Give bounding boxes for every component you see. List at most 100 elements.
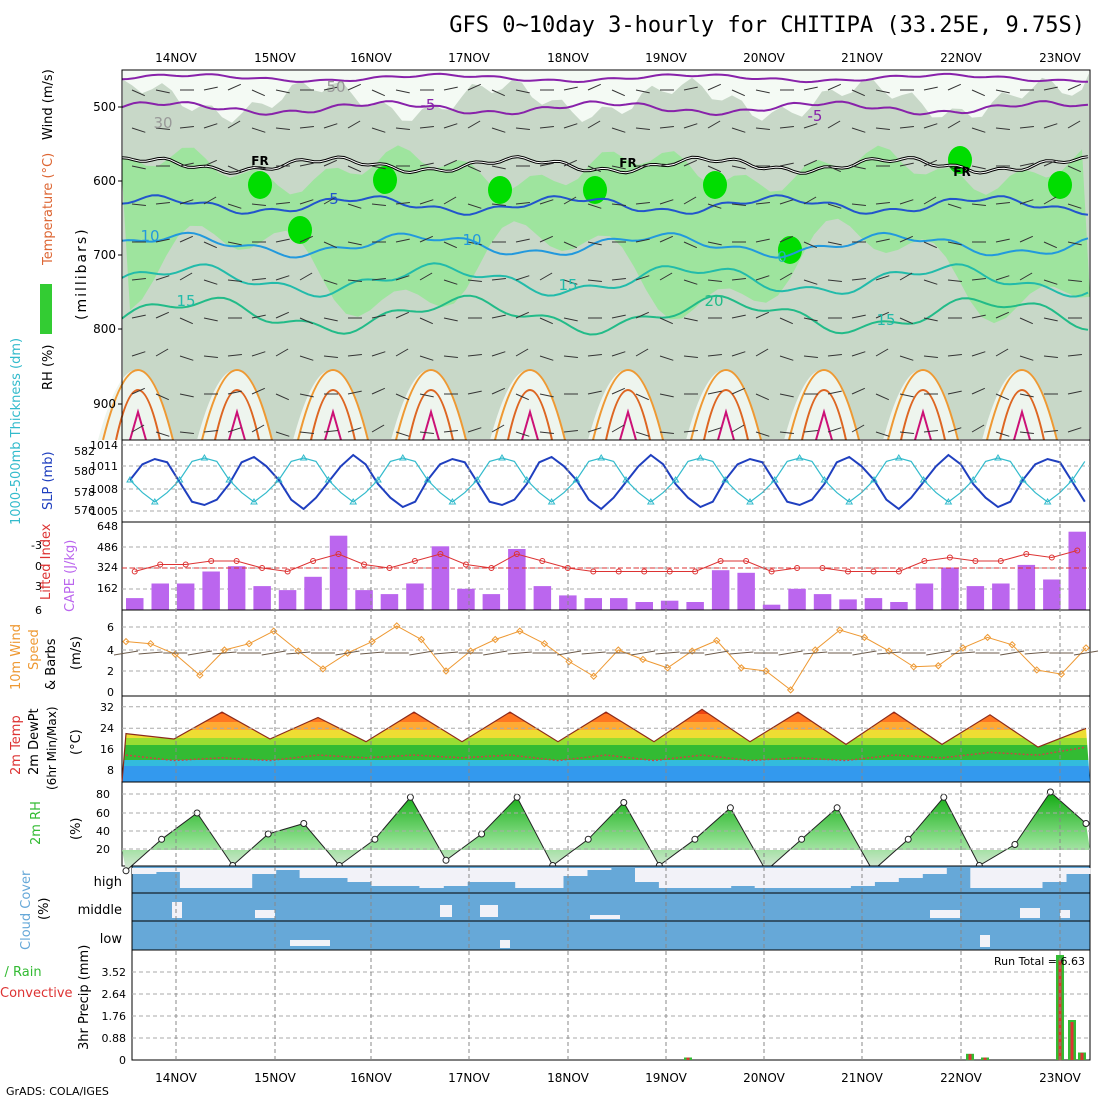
- cloud-high-block: [850, 868, 875, 886]
- cloud-high-block: [994, 868, 1019, 888]
- temp-units-label: (°C): [69, 729, 84, 755]
- wind-barb: [371, 165, 386, 170]
- temp-contour-30: [507, 389, 553, 441]
- wind-barb: [683, 430, 698, 433]
- wind-barb: [395, 127, 410, 130]
- contour-label: 50: [326, 78, 345, 96]
- wind-barb: [275, 89, 290, 94]
- wind-barb: [683, 241, 698, 249]
- temp-contour-30: [115, 389, 161, 441]
- wind-barb: [275, 127, 290, 130]
- wind-barb: [275, 348, 289, 357]
- lifted-index-point: [895, 568, 902, 575]
- wind-barb: [371, 351, 386, 357]
- bottom-date-label: 18NOV: [547, 1071, 589, 1085]
- contour-label: FR: [251, 154, 268, 168]
- wind-speed-point: [786, 686, 795, 694]
- wind-barb: [395, 238, 410, 243]
- thickness-marker: [671, 476, 680, 483]
- pressure-tick: 900: [93, 397, 116, 411]
- wind-barb: [299, 431, 314, 434]
- wind-barb: [515, 275, 530, 281]
- wind-barb: [1067, 241, 1082, 246]
- wind-barb: [995, 348, 1009, 357]
- wind-barb: [947, 120, 961, 129]
- lifted-index-point: [437, 551, 444, 557]
- contour-label: 0: [777, 248, 787, 266]
- temp-tick: 32: [100, 701, 114, 714]
- wind-barb: [875, 275, 890, 281]
- wind-barb: [659, 272, 673, 281]
- lifted-index-point: [666, 568, 673, 575]
- wind-barb: [419, 355, 434, 361]
- wind-barb: [203, 241, 218, 249]
- wind-barb: [755, 431, 770, 437]
- rh-point: [798, 835, 806, 843]
- rh-point: [691, 835, 699, 843]
- wind-barb: [659, 317, 674, 325]
- bottom-date-label: 19NOV: [645, 1071, 687, 1085]
- lifted-index-point: [717, 558, 724, 564]
- cloud-panel-frame: [131, 865, 1091, 951]
- wind-speed-point: [146, 639, 155, 648]
- date-gridlines: [175, 440, 1061, 1060]
- wind-barb-10m: [433, 651, 459, 655]
- rh-tick: 40: [96, 825, 110, 838]
- wind-barb: [611, 278, 626, 281]
- wind-barb: [131, 351, 146, 357]
- wind-barb: [227, 241, 242, 246]
- wind-barb: [467, 279, 482, 282]
- rh-units-label: (%): [69, 818, 84, 841]
- wind-barb: [1019, 355, 1034, 361]
- temp-contour-35: [815, 408, 833, 441]
- cape-bar: [278, 590, 297, 610]
- lifted-index-point: [1023, 551, 1030, 557]
- thickness-marker: [374, 476, 382, 483]
- lifted-index-point: [259, 565, 266, 571]
- wind-barb: [299, 317, 314, 325]
- wind-barb: [251, 89, 266, 97]
- wind-barb: [275, 431, 290, 437]
- bottom-date-labels: 14NOV 15NOV 16NOV 17NOV 18NOV 19NOV 20NOV 21NOV…: [155, 1071, 1081, 1085]
- wind-tick: 2: [107, 665, 114, 678]
- thickness-marker: [820, 476, 829, 483]
- wind-barb: [1067, 390, 1082, 395]
- wind-speed-point: [934, 662, 943, 670]
- cape-bar: [176, 583, 195, 610]
- wind-barb: [323, 241, 338, 249]
- wind-barb: [659, 431, 674, 434]
- wind-barb: [611, 165, 626, 170]
- wind-barb: [707, 279, 722, 282]
- wind-barb: [203, 317, 218, 322]
- wind-barb: [827, 427, 842, 433]
- wind-barb: [539, 162, 554, 167]
- wind-barb: [203, 196, 217, 205]
- wind-barb: [1019, 272, 1033, 281]
- wind-barb: [371, 89, 386, 97]
- wind-barb: [923, 355, 938, 358]
- wind-barb: [755, 275, 770, 281]
- wind-barb: [563, 159, 578, 167]
- wind-barb: [539, 431, 554, 434]
- temp-color-band: [122, 760, 1090, 766]
- rh-high-blob: [703, 171, 727, 199]
- wind-barb: [587, 120, 601, 129]
- bottom-date-label: 21NOV: [841, 1071, 883, 1085]
- wind-barb: [971, 127, 986, 133]
- lifted-index-point: [641, 568, 648, 575]
- precip-convective-bar: [983, 1057, 987, 1060]
- top-date-label: 17NOV: [448, 51, 490, 65]
- wind-barb: [419, 431, 434, 434]
- lifted-index-tick: -3: [31, 539, 42, 552]
- wind-barb: [707, 354, 722, 357]
- cape-bar: [253, 586, 271, 610]
- rh-point: [158, 835, 166, 843]
- wind-barb: [1019, 393, 1034, 398]
- wind-barb: [899, 235, 914, 243]
- wind-barb: [779, 317, 794, 325]
- temp-tick: 8: [107, 764, 114, 777]
- wind-barb: [827, 279, 842, 282]
- cloud-high-block: [970, 868, 995, 888]
- cloud-level-label: high: [94, 875, 122, 890]
- rh-point: [300, 820, 308, 827]
